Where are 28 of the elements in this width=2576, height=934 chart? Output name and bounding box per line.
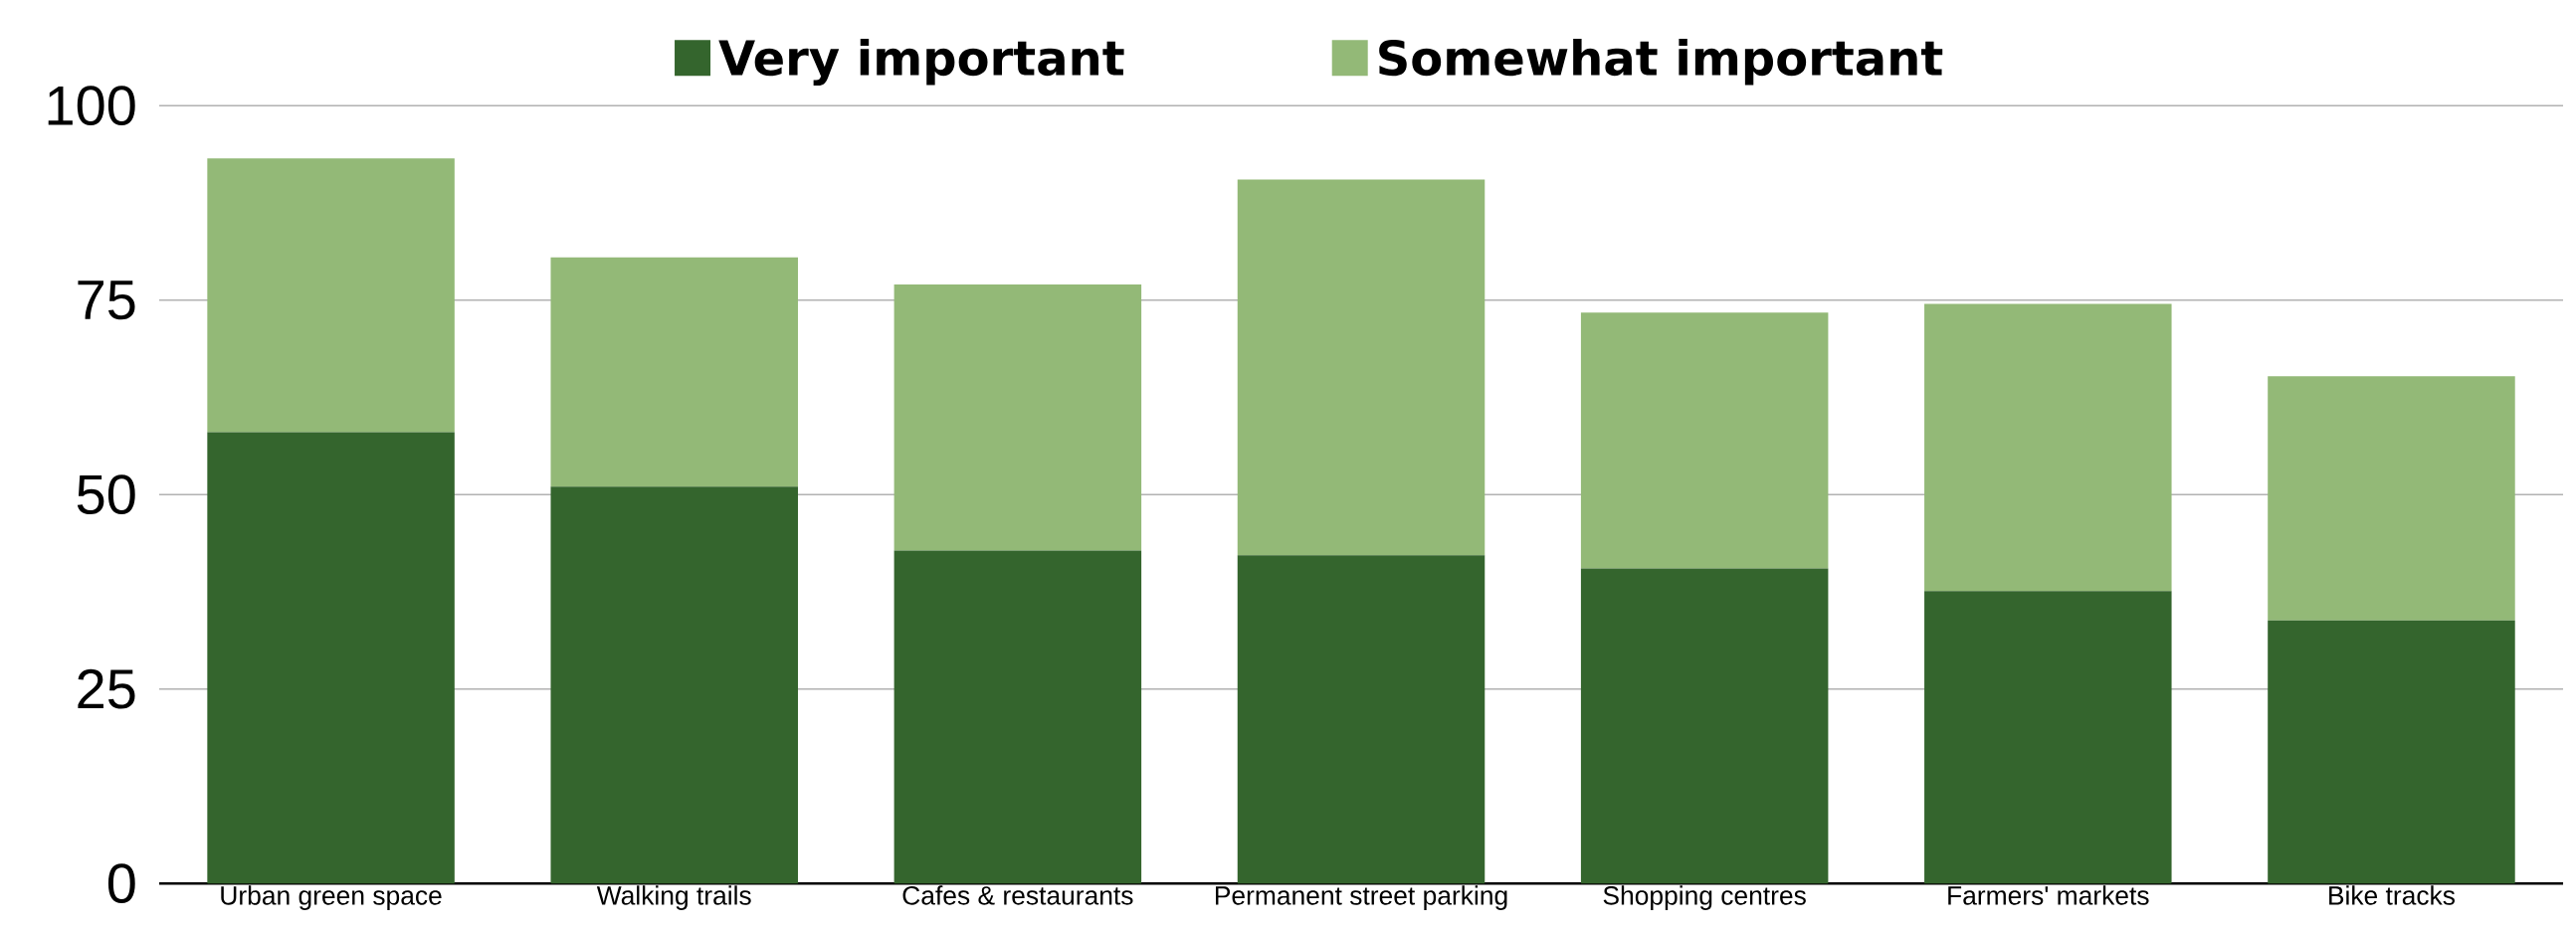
x-tick-label: Permanent street parking	[1216, 885, 1507, 910]
x-tick-label: Walking trails	[596, 885, 751, 910]
x-tick-label: Shopping centres	[1603, 885, 1806, 910]
y-tick-label: 100	[48, 86, 135, 126]
bar	[550, 486, 798, 884]
y-tick-label: 75	[78, 280, 135, 320]
bar	[207, 158, 455, 433]
bar	[1237, 555, 1486, 884]
x-tick-label: Farmers' markets	[1948, 885, 2149, 905]
bar	[1924, 591, 2172, 884]
bar	[1580, 568, 1829, 884]
bar	[2268, 376, 2515, 621]
bar	[1580, 312, 1829, 569]
x-tick-label: Urban green space	[221, 885, 442, 910]
x-tick-label: Bike tracks	[2329, 885, 2455, 905]
bar	[1924, 303, 2172, 592]
bar	[207, 432, 455, 884]
bar	[893, 550, 1142, 884]
bar	[550, 257, 798, 487]
y-tick-label: 50	[77, 474, 135, 515]
legend-label: Somewhat important	[1379, 39, 1943, 86]
bar	[1237, 179, 1486, 556]
y-tick-label: 25	[78, 668, 135, 709]
bar	[893, 284, 1142, 551]
legend-label: Very important	[718, 39, 1124, 86]
y-tick-label: 0	[107, 863, 135, 904]
x-tick-label: Cafes & restaurants	[902, 885, 1133, 905]
bar	[2268, 620, 2515, 884]
